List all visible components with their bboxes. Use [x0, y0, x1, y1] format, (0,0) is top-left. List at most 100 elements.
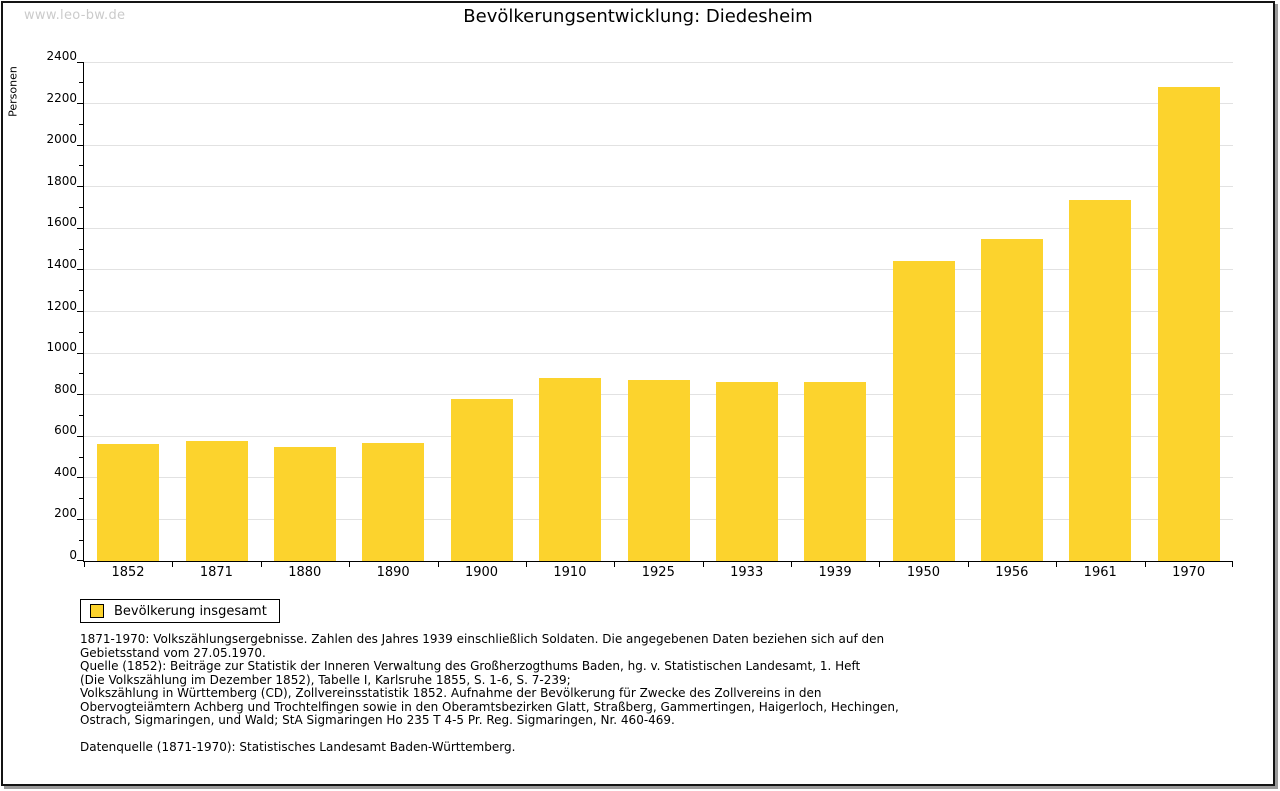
gridline [84, 103, 1233, 105]
gridline [84, 144, 1233, 146]
x-axis-category-label: 1956 [995, 565, 1029, 580]
x-axis-category-label: 1871 [199, 565, 233, 580]
footnote-line: 1871-1970: Volkszählungsergebnisse. Zahl… [80, 632, 885, 646]
y-axis-major-tick [77, 227, 83, 229]
footnote-line: Gebietsstand vom 27.05.1970. [80, 645, 266, 660]
watermark-leo-bw: www.leo-bw.de [24, 8, 126, 23]
y-axis-major-tick [77, 144, 83, 146]
x-axis-tick [525, 562, 527, 567]
bar-1880 [273, 447, 336, 561]
footnote-line: Ostrach, Sigmaringen, und Wald; StA Sigm… [80, 713, 675, 727]
y-axis-minor-tick [79, 331, 83, 333]
source-footnotes: 1871-1970: Volkszählungsergebnisse. Zahl… [80, 632, 1210, 755]
gridline [84, 352, 1233, 354]
y-axis-tick-label: 800 [54, 381, 77, 396]
y-axis-tick-label: 1000 [46, 340, 77, 355]
y-axis-tick-label: 0 [69, 548, 77, 562]
x-axis-tick [1232, 562, 1233, 567]
bar-1910 [539, 378, 602, 561]
y-axis-minor-tick [79, 165, 83, 167]
bar-1970 [1157, 87, 1220, 561]
bar-1961 [1069, 200, 1132, 561]
x-axis-tick [172, 562, 174, 567]
x-axis-category-label: 1961 [1083, 565, 1117, 580]
x-axis-category-label: 1910 [553, 565, 587, 580]
bar-1852 [97, 444, 160, 561]
y-axis-major-tick [77, 311, 83, 312]
y-axis-minor-tick [79, 539, 83, 541]
y-axis-minor-tick [79, 498, 83, 500]
x-axis-category-label: 1925 [641, 565, 675, 580]
y-axis-minor-tick [79, 123, 83, 125]
y-axis-tick-label: 600 [54, 423, 77, 438]
x-axis-category-label: 1880 [288, 565, 322, 580]
y-axis-minor-tick [79, 82, 83, 84]
y-axis-tick-label: 1600 [46, 215, 77, 230]
gridline [84, 269, 1233, 271]
x-axis-tick [349, 562, 351, 567]
x-axis-category-label: 1950 [906, 565, 940, 580]
y-axis-tick-label: 1400 [46, 256, 77, 271]
y-axis-major-tick [77, 61, 83, 63]
y-axis-major-tick [77, 352, 83, 354]
x-axis-tick [879, 562, 881, 567]
footnote-line: (Die Volkszählung im Dezember 1852), Tab… [80, 672, 571, 687]
y-axis-minor-tick [79, 207, 83, 209]
y-axis-tick-label: 2400 [46, 49, 77, 63]
y-axis-tick-label: 1800 [46, 173, 77, 188]
gridline [84, 186, 1233, 188]
bar-1890 [362, 443, 425, 561]
y-axis-major-tick [77, 560, 83, 561]
x-axis-tick [1056, 562, 1058, 567]
footnote-line: Obervogteiämtern Achberg und Trochtelfin… [80, 699, 899, 714]
y-axis-major-tick [77, 477, 83, 479]
bar-1900 [450, 399, 513, 561]
y-axis-tick-label: 2200 [46, 90, 77, 105]
y-axis-minor-tick [79, 456, 83, 458]
y-axis-minor-tick [79, 290, 83, 292]
x-axis-category-label: 1900 [464, 565, 499, 580]
chart-title: Bevölkerungsentwicklung: Diedesheim [463, 6, 813, 27]
x-axis-tick [967, 562, 969, 567]
x-axis-category-label: 1933 [730, 565, 764, 580]
y-axis-major-tick [77, 394, 83, 396]
legend-swatch-icon [90, 604, 104, 618]
plot-area: 0 200 400 600 800 1000 1200 1400 1600 1800 2000 220… [46, 49, 1233, 580]
y-axis-major-tick [77, 435, 83, 437]
y-axis-tick-label: 400 [54, 464, 77, 479]
y-axis-major-tick [77, 186, 83, 188]
y-axis-tick-label: 1200 [46, 298, 77, 313]
y-axis-minor-tick [79, 248, 83, 250]
x-axis-tick [702, 562, 704, 567]
y-axis-major-tick [77, 103, 83, 105]
gridline [84, 227, 1233, 229]
x-axis-tick [791, 562, 793, 567]
x-axis-tick [1144, 562, 1146, 567]
x-axis-tick [437, 562, 439, 567]
y-axis-tick-label: 2000 [46, 132, 77, 147]
bar-1925 [627, 380, 690, 561]
footnote-line: Volkszählung in Württemberg (CD), Zollve… [80, 686, 822, 700]
y-axis-major-tick [77, 518, 83, 520]
footnote-line: Quelle (1852): Beiträge zur Statistik de… [80, 659, 861, 673]
bar-1956 [981, 239, 1044, 561]
bar-1939 [804, 382, 867, 561]
y-axis-minor-tick [79, 373, 83, 375]
bar-1933 [715, 382, 778, 561]
y-axis-major-tick [77, 269, 83, 271]
x-axis-category-label: 1970 [1172, 565, 1206, 580]
y-axis-tick-label: 200 [54, 506, 77, 521]
footnote-line: Datenquelle (1871-1970): Statistisches L… [80, 740, 516, 754]
gridline [84, 311, 1233, 312]
gridline [84, 61, 1233, 63]
bar-1871 [185, 441, 248, 561]
legend-label: Bevölkerung insgesamt [114, 603, 267, 619]
legend-box: Bevölkerung insgesamt [80, 599, 280, 623]
x-axis-category-label: 1852 [111, 565, 145, 580]
footnote-line [80, 728, 1210, 742]
y-axis-minor-tick [79, 414, 83, 416]
bar-1950 [892, 261, 955, 561]
x-axis-tick [614, 562, 616, 567]
x-axis-tick [84, 562, 85, 567]
